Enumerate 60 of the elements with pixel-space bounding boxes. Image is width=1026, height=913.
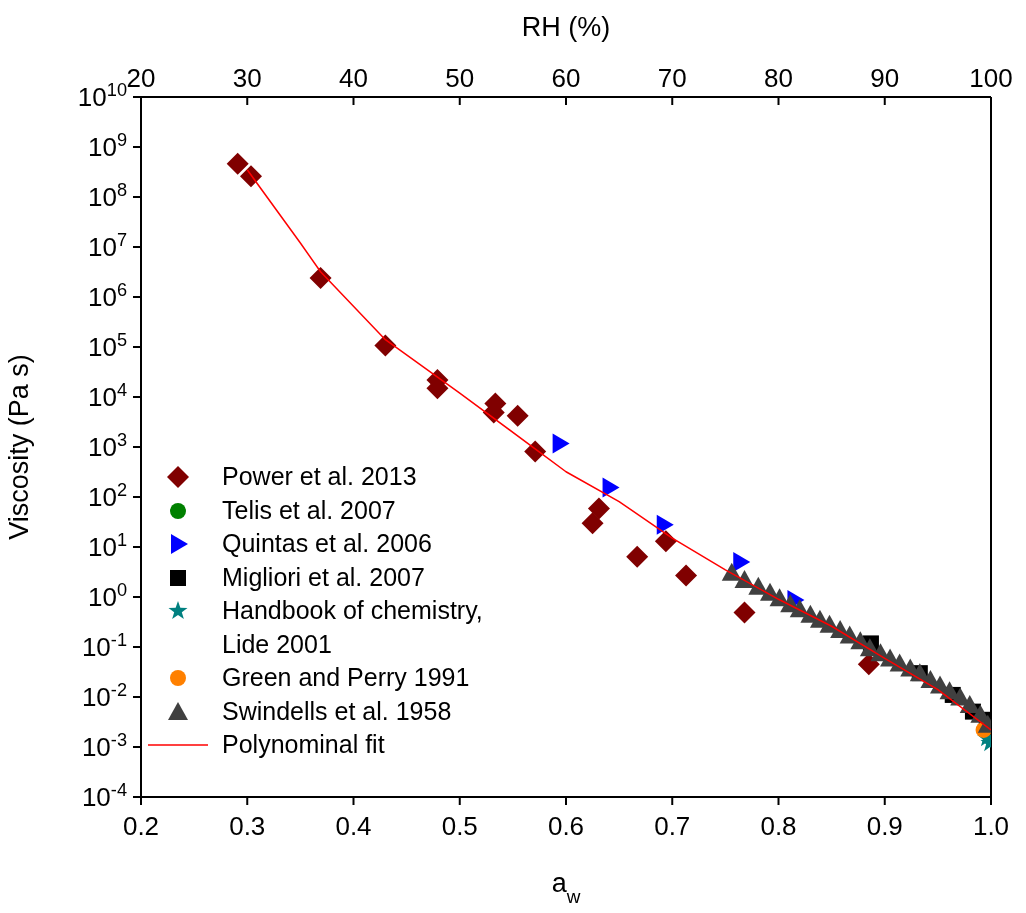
x-tick-label: 0.2 bbox=[122, 811, 160, 841]
x2-tick-label: 80 bbox=[764, 63, 793, 93]
x2-axis-title: RH (%) bbox=[521, 12, 611, 42]
y-tick-label: 10$^{1}$ bbox=[87, 530, 127, 562]
point bbox=[374, 334, 397, 357]
legend-label: Handbook of chemistry, Lide 2001 bbox=[222, 595, 484, 660]
y-tick-label: 10$^{-2}$ bbox=[81, 680, 127, 712]
point bbox=[602, 477, 620, 498]
x2-tick-label: 40 bbox=[339, 63, 368, 93]
point bbox=[654, 530, 677, 553]
y-tick-label: 10$^{5}$ bbox=[87, 330, 127, 362]
y-axis-title: Viscosity (Pa s) bbox=[4, 354, 34, 540]
x-tick-label: 0.7 bbox=[654, 811, 691, 841]
legend-label: Quintas et al. 2006 bbox=[222, 528, 433, 559]
point bbox=[581, 512, 604, 535]
legend-label: Swindells et al. 1958 bbox=[222, 695, 453, 727]
x-tick-label: 0.5 bbox=[441, 811, 478, 841]
legend-label: Polynominal fit bbox=[222, 729, 386, 760]
x-tick-label: 0.4 bbox=[335, 811, 372, 841]
legend-label: Migliori et al. 2007 bbox=[222, 561, 426, 593]
point bbox=[226, 152, 249, 175]
y-tick-label: 10$^{4}$ bbox=[87, 380, 127, 412]
x2-tick-label: 70 bbox=[657, 63, 687, 93]
point bbox=[587, 497, 610, 520]
x-tick-label: 1.0 bbox=[972, 811, 1010, 841]
point bbox=[733, 552, 751, 573]
x-tick-label: 0.6 bbox=[547, 811, 585, 841]
legend-label: Telis et al. 2007 bbox=[222, 494, 397, 526]
point bbox=[626, 545, 649, 568]
point bbox=[733, 601, 756, 624]
y-tick-label: 10$^{10}$ bbox=[77, 80, 127, 112]
x2-tick-label: 60 bbox=[551, 63, 581, 93]
point bbox=[675, 564, 698, 587]
point bbox=[552, 433, 570, 454]
point bbox=[656, 514, 674, 535]
x-tick-label: 0.8 bbox=[760, 811, 797, 841]
y-tick-label: 10$^{7}$ bbox=[87, 230, 127, 262]
y-tick-label: 10$^{2}$ bbox=[87, 480, 127, 512]
legend-label: Power et al. 2013 bbox=[222, 461, 418, 492]
y-tick-label: 10$^{3}$ bbox=[87, 430, 127, 462]
x-tick-label: 0.9 bbox=[866, 811, 903, 841]
x2-tick-label: 20 bbox=[126, 63, 156, 93]
point bbox=[506, 404, 529, 427]
point bbox=[239, 165, 262, 188]
x2-tick-label: 100 bbox=[969, 63, 1013, 93]
legend-label: Green and Perry 1991 bbox=[222, 662, 471, 693]
point bbox=[857, 653, 880, 676]
y-tick-label: 10$^{0}$ bbox=[87, 580, 127, 612]
x-axis-title: a$_{w}$ bbox=[551, 868, 581, 907]
y-tick-label: 10$^{8}$ bbox=[87, 180, 127, 212]
y-tick-label: 10$^{9}$ bbox=[87, 130, 127, 162]
x2-tick-label: 30 bbox=[232, 63, 262, 93]
y-tick-label: 10$^{-4}$ bbox=[81, 780, 127, 812]
x2-tick-label: 50 bbox=[445, 63, 475, 93]
y-tick-label: 10$^{-1}$ bbox=[81, 630, 127, 662]
x2-tick-label: 90 bbox=[870, 63, 900, 93]
y-tick-label: 10$^{-3}$ bbox=[81, 730, 127, 762]
point bbox=[309, 266, 332, 289]
x-tick-label: 0.3 bbox=[229, 811, 266, 841]
y-tick-label: 10$^{6}$ bbox=[87, 280, 127, 312]
